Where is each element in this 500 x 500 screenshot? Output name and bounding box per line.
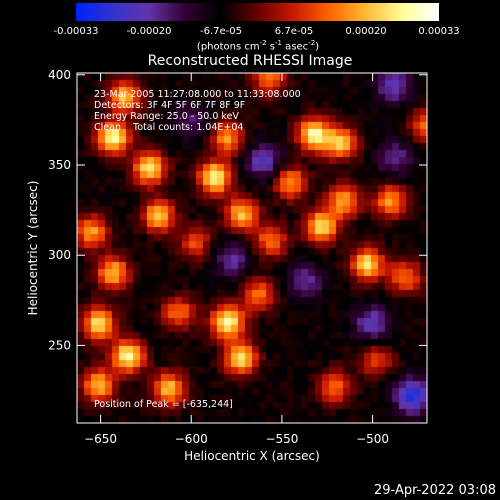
y-tick-label: 300 bbox=[48, 248, 71, 262]
x-tick-label: −650 bbox=[84, 432, 117, 446]
x-tick-label: −500 bbox=[356, 432, 389, 446]
y-tick-label: 250 bbox=[48, 338, 71, 352]
annotation-total-counts: Clean Total counts: 1.04E+04 bbox=[94, 122, 243, 133]
x-tick-label: −550 bbox=[265, 432, 298, 446]
colorbar-tick-label: -6.7e-05 bbox=[200, 26, 242, 37]
colorbar bbox=[76, 3, 439, 21]
y-axis: 250 300 350 400 bbox=[48, 68, 427, 352]
x-axis-label: Heliocentric X (arcsec) bbox=[184, 449, 320, 463]
colorbar-gradient bbox=[76, 3, 439, 21]
colorbar-tick-label: -0.00033 bbox=[53, 26, 99, 37]
annotation-energy-range: Energy Range: 25.0 - 50.0 keV bbox=[94, 111, 239, 122]
timestamp: 29-Apr-2022 03:08 bbox=[374, 483, 496, 498]
colorbar-tick-label: 0.00033 bbox=[418, 26, 460, 37]
x-axis: −650 −600 −550 −500 bbox=[84, 73, 389, 446]
annotation-time-range: 23-Mar-2005 11:27:08.000 to 11:33:08.000 bbox=[94, 89, 301, 100]
x-tick-label: −600 bbox=[175, 432, 208, 446]
colorbar-tick-label: 0.00020 bbox=[345, 26, 387, 37]
colorbar-units: (photons cm-2 s-1 asec-2) bbox=[196, 39, 320, 53]
colorbar-tick-label: 6.7e-05 bbox=[274, 26, 314, 37]
heatmap-image bbox=[77, 73, 427, 423]
annotation-detectors: Detectors: 3F 4F 5F 6F 7F 8F 9F bbox=[94, 100, 245, 111]
y-tick-label: 400 bbox=[48, 68, 71, 82]
colorbar-tick-label: -0.00020 bbox=[126, 26, 172, 37]
y-axis-label: Heliocentric Y (arcsec) bbox=[26, 181, 40, 316]
y-tick-label: 350 bbox=[48, 158, 71, 172]
plot-frame bbox=[76, 72, 428, 424]
peak-position-label: Position of Peak = [-635,244] bbox=[94, 399, 233, 410]
chart-title: Reconstructed RHESSI Image bbox=[147, 53, 353, 69]
